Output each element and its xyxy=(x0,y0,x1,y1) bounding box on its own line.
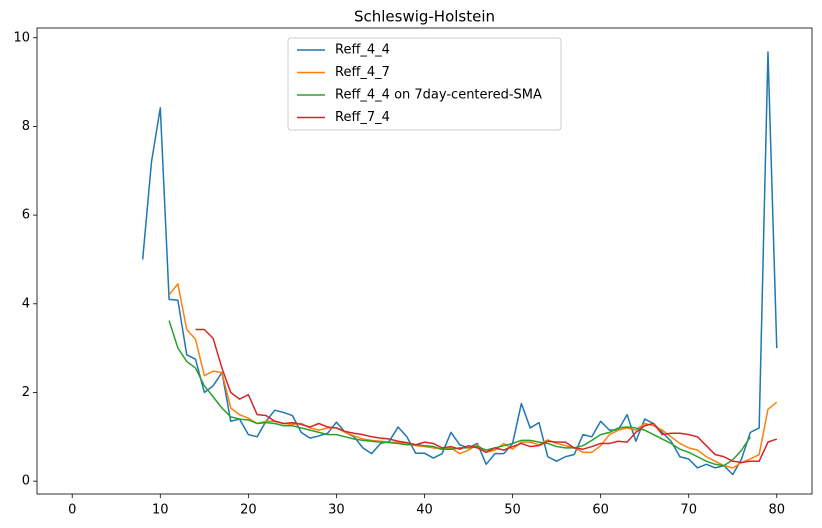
series-line xyxy=(168,283,778,469)
legend: Reff_4_4 Reff_4_7 Reff_4_4 on 7day-centere… xyxy=(287,37,562,131)
y-tick-label: 4 xyxy=(22,296,30,311)
x-tick-label: 40 xyxy=(416,503,433,518)
y-tick-label: 6 xyxy=(22,208,30,223)
x-tick-label: 60 xyxy=(592,503,609,518)
legend-box xyxy=(287,37,562,131)
series-line xyxy=(141,51,778,476)
legend-label: Reff_4_4 on 7day-centered-SMA xyxy=(335,88,542,103)
legend-label: Reff_7_4 xyxy=(335,110,390,125)
y-tick-label: 8 xyxy=(22,119,30,134)
x-tick-label: 80 xyxy=(768,503,785,518)
y-tick-label: 2 xyxy=(22,385,30,400)
x-tick-label: 0 xyxy=(68,503,76,518)
plot-area xyxy=(141,51,778,476)
x-tick-label: 10 xyxy=(152,503,169,518)
legend-label: Reff_4_4 xyxy=(335,43,390,58)
legend-label: Reff_4_7 xyxy=(335,65,390,80)
series-line xyxy=(168,320,751,467)
chart-title: Schleswig-Holstein xyxy=(354,8,495,26)
y-tick-label: 0 xyxy=(22,474,30,489)
y-tick-label: 10 xyxy=(13,30,30,45)
x-tick-label: 30 xyxy=(328,503,345,518)
x-tick-label: 70 xyxy=(680,503,697,518)
x-tick-label: 50 xyxy=(504,503,521,518)
x-tick-label: 20 xyxy=(240,503,257,518)
series-line xyxy=(195,328,778,464)
